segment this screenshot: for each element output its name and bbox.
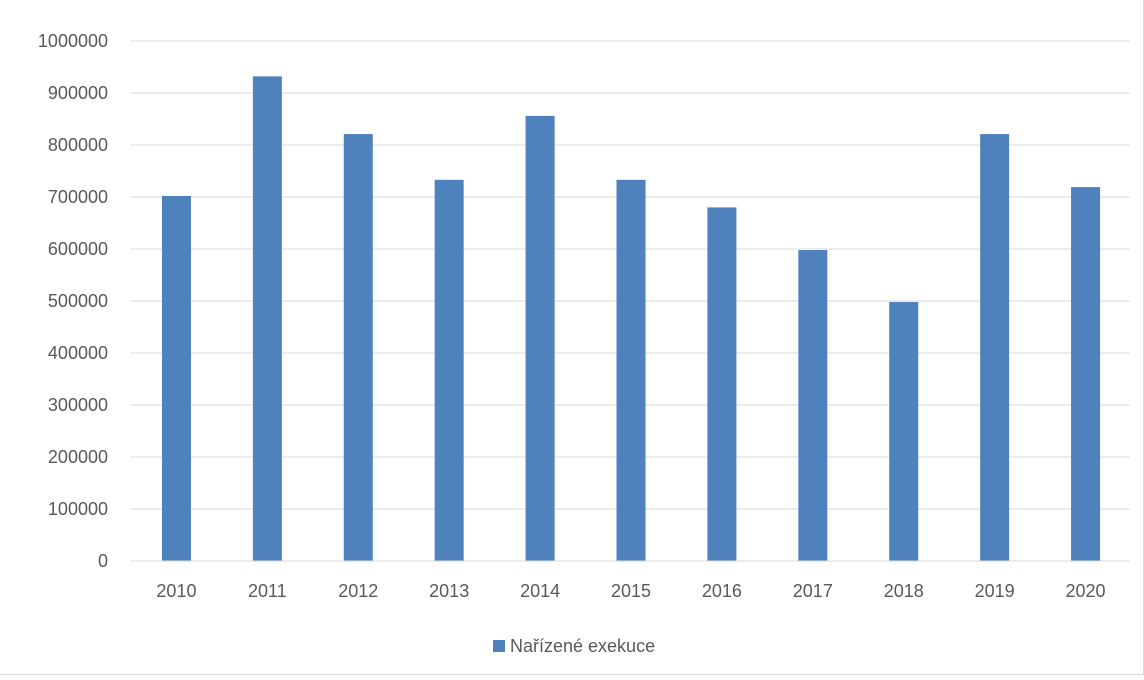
bar-2017 — [798, 250, 828, 562]
x-tick-label: 2018 — [884, 581, 924, 601]
bar-2018 — [889, 302, 919, 561]
bars — [161, 76, 1101, 562]
y-tick-label: 300000 — [48, 395, 108, 415]
y-axis-tick-labels: 0 100000 200000 300000 400000 500000 600000 700… — [38, 31, 108, 571]
legend-swatch — [493, 640, 505, 652]
x-tick-label: 2013 — [429, 581, 469, 601]
x-tick-label: 2014 — [520, 581, 560, 601]
y-tick-label: 700000 — [48, 187, 108, 207]
y-tick-label: 100000 — [48, 499, 108, 519]
bar-2020 — [1071, 187, 1101, 561]
legend-label: Nařízené exekuce — [510, 636, 655, 656]
y-tick-label: 500000 — [48, 291, 108, 311]
bar-2019 — [980, 134, 1010, 561]
x-tick-label: 2019 — [975, 581, 1015, 601]
bar-2014 — [525, 115, 555, 561]
x-tick-label: 2020 — [1066, 581, 1106, 601]
x-axis-tick-labels: 2010 2011 2012 2013 2014 2015 2016 2017 2018 2019… — [156, 581, 1105, 601]
bar-2010 — [161, 195, 191, 561]
legend: Nařízené exekuce — [493, 636, 655, 656]
y-tick-label: 0 — [98, 551, 108, 571]
x-tick-label: 2012 — [338, 581, 378, 601]
bar-2015 — [616, 179, 646, 561]
y-tick-label: 200000 — [48, 447, 108, 467]
bar-2013 — [434, 179, 464, 561]
y-tick-label: 900000 — [48, 83, 108, 103]
x-tick-label: 2016 — [702, 581, 742, 601]
x-tick-label: 2017 — [793, 581, 833, 601]
x-tick-label: 2010 — [156, 581, 196, 601]
y-tick-label: 1000000 — [38, 31, 108, 51]
y-tick-label: 400000 — [48, 343, 108, 363]
bar-2011 — [252, 76, 282, 562]
bar-2016 — [707, 207, 737, 561]
bar-2012 — [343, 134, 373, 561]
y-tick-label: 800000 — [48, 135, 108, 155]
y-tick-label: 600000 — [48, 239, 108, 259]
x-tick-label: 2011 — [248, 581, 287, 601]
x-tick-label: 2015 — [611, 581, 651, 601]
